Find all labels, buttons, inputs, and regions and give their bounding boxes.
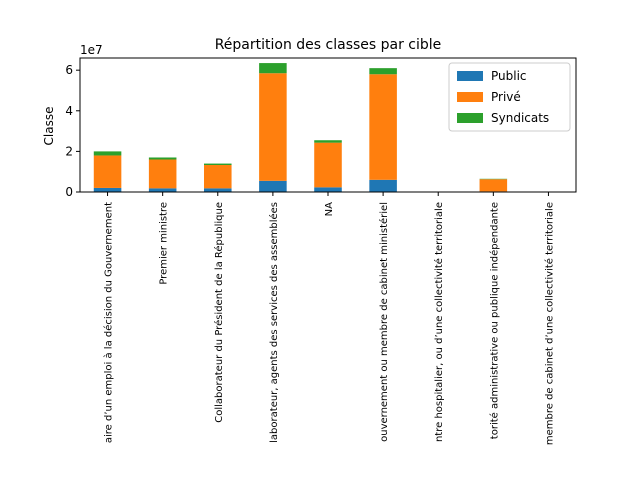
y-axis-ticks: 0 2 4 6 (65, 63, 80, 199)
x-axis-ticks: aire d’un emploi à la décision du Gouver… (103, 192, 555, 445)
plot-frame (79, 57, 577, 193)
x-tick-label: ntre hospitalier, ou d’une collectivité … (433, 202, 445, 442)
bar-segment-priv- (148, 159, 177, 189)
bar-segment-syndicats (148, 157, 177, 160)
bar-segment-syndicats (259, 63, 287, 74)
legend-swatch (457, 71, 483, 81)
bar-segment-syndicats (369, 68, 397, 75)
bar-segment-syndicats (93, 151, 122, 156)
bar-segment-priv- (479, 179, 508, 192)
bar-segment-priv- (204, 164, 232, 189)
bar-segment-priv- (93, 155, 122, 188)
x-tick-label: Collaborateur du Président de la Républi… (213, 202, 225, 423)
bar-segment-priv- (259, 73, 287, 181)
x-tick-label: torité administrative ou publique indépe… (488, 202, 500, 439)
y-tick-label: 0 (65, 185, 73, 199)
bar-segment-public (148, 188, 177, 192)
y-axis-offset-text: 1e7 (80, 43, 103, 57)
y-tick-label: 6 (65, 63, 73, 77)
bar-segment-priv- (369, 74, 397, 180)
x-tick-label: Premier ministre (159, 202, 170, 285)
y-tick-label: 4 (65, 104, 73, 118)
bar-segment-public (369, 179, 397, 192)
chart-title: Répartition des classes par cible (215, 37, 442, 53)
bar-segment-public (314, 187, 342, 192)
legend-label: Public (491, 69, 527, 83)
legend-swatch (457, 113, 483, 123)
x-tick-label: membre de cabinet d’une collectivité ter… (543, 202, 555, 445)
legend-label: Syndicats (491, 111, 549, 125)
x-tick-label: aire d’un emploi à la décision du Gouver… (103, 202, 115, 443)
bar-segment-syndicats (314, 140, 342, 143)
x-tick-label: NA (324, 202, 335, 216)
bar-segment-priv- (314, 142, 342, 188)
bar-segment-public (93, 187, 122, 192)
legend: Public Privé Syndicats (448, 62, 571, 132)
legend-label: Privé (491, 90, 521, 104)
legend-swatch (457, 92, 483, 102)
x-tick-label: laborateur, agents des services des asse… (268, 202, 280, 443)
x-tick-label: ouvernement ou membre de cabinet ministé… (378, 202, 390, 442)
bars-group (93, 63, 508, 192)
bar-segment-syndicats (204, 163, 232, 165)
bar-segment-public (204, 188, 232, 192)
y-tick-label: 2 (65, 144, 73, 158)
y-axis-label: Classe (42, 107, 56, 146)
bar-segment-public (259, 180, 287, 192)
